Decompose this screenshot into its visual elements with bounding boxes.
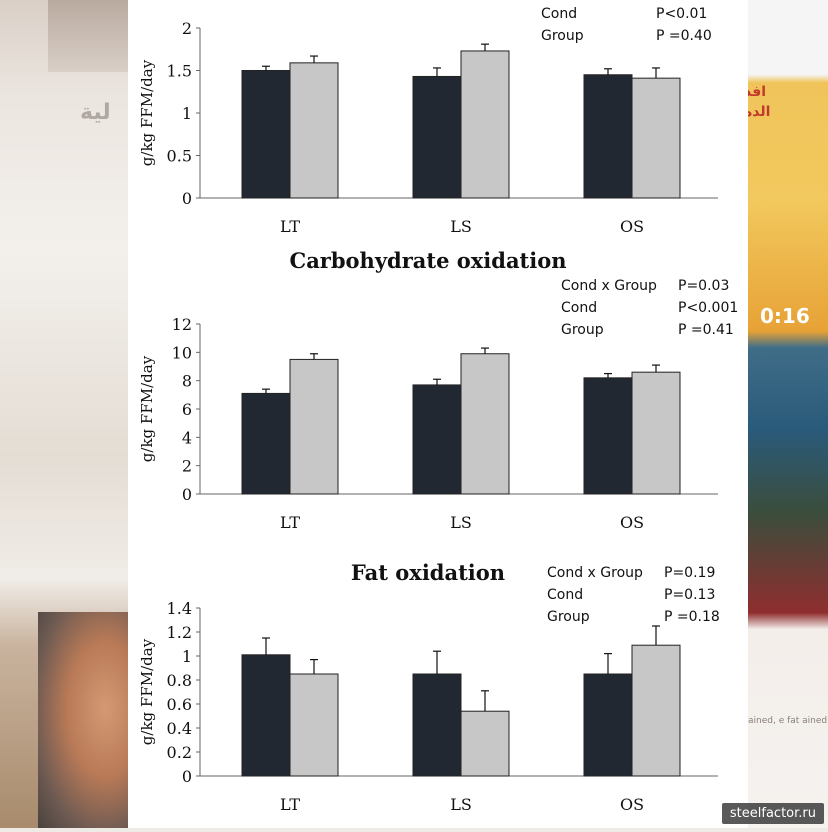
y-tick-label: 10: [172, 343, 192, 362]
x-tick-label: LT: [280, 217, 300, 236]
y-axis-label: g/kg FFM/day: [138, 355, 156, 462]
x-tick-label: LT: [280, 513, 300, 532]
bar: [289, 673, 339, 777]
stats-label: Cond: [541, 6, 577, 22]
chart-title: Fat oxidation: [351, 560, 505, 585]
bar: [460, 50, 510, 199]
bar: [460, 710, 510, 777]
bar: [412, 673, 462, 777]
y-tick-label: 6: [182, 400, 192, 419]
y-tick-label: 0.4: [167, 719, 192, 738]
stats-label: Group: [561, 322, 604, 338]
bar: [631, 371, 681, 495]
y-tick-label: 0: [182, 767, 192, 786]
video-timestamp: 0:16: [760, 304, 810, 328]
bar: [583, 74, 633, 199]
y-tick-label: 8: [182, 372, 192, 391]
watermark-badge: steelfactor.ru: [721, 803, 824, 824]
stats-label: Group: [547, 609, 590, 625]
background-arabic-text-left: لية: [80, 100, 111, 125]
stats-label: Cond x Group: [561, 278, 657, 294]
bar: [460, 353, 510, 495]
stats-value: P=0.19: [664, 565, 715, 581]
bar: [631, 644, 681, 777]
y-tick-label: 12: [172, 315, 192, 334]
x-tick-label: OS: [620, 513, 644, 532]
stats-value: P<0.001: [678, 300, 738, 316]
stats-value: P<0.01: [656, 6, 707, 22]
bar: [583, 377, 633, 495]
background-video-right: [740, 0, 828, 828]
stats-value: P =0.40: [656, 28, 712, 44]
y-tick-label: 1: [182, 647, 192, 666]
x-tick-label: LT: [280, 795, 300, 814]
stats-value: P =0.41: [678, 322, 734, 338]
background-arabic-text-right: افد الده: [744, 84, 771, 120]
bar: [241, 654, 291, 777]
y-tick-label: 2: [182, 457, 192, 476]
bar: [583, 673, 633, 777]
chart-title: Carbohydrate oxidation: [289, 248, 566, 273]
x-tick-label: OS: [620, 217, 644, 236]
stats-label: Cond x Group: [547, 565, 643, 581]
y-tick-label: 1.4: [167, 599, 192, 618]
stats-label: Group: [541, 28, 584, 44]
y-tick-label: 1.2: [167, 623, 192, 642]
charts-figure: 0 0.5 1 1.5 2 g/kg FFM/day LT LS OS Cond x Group P…: [138, 6, 738, 814]
stats-value: P=0.13: [664, 587, 715, 603]
bar: [241, 70, 291, 199]
bar: [412, 75, 462, 199]
bar: [241, 392, 291, 495]
y-tick-label: 0.6: [167, 695, 192, 714]
stats-label: Cond: [547, 587, 583, 603]
y-tick-label: 0: [182, 485, 192, 504]
chart-document: 0 0.5 1 1.5 2 g/kg FFM/day LT LS OS Cond x Group P…: [128, 0, 748, 828]
x-tick-label: LS: [450, 795, 472, 814]
bar: [631, 77, 681, 199]
stats-value: P =0.18: [664, 609, 720, 625]
x-tick-label: LS: [450, 513, 472, 532]
bar: [289, 62, 339, 199]
y-tick-label: 0.8: [167, 671, 192, 690]
y-axis-label: g/kg FFM/day: [138, 638, 156, 745]
background-caption-fragment: ained, e fat ained: [748, 716, 828, 726]
x-tick-label: OS: [620, 795, 644, 814]
y-tick-label: 4: [182, 428, 192, 447]
y-tick-label: 0.2: [167, 743, 192, 762]
y-axis-label: g/kg FFM/day: [138, 59, 156, 166]
y-tick-label: 0.5: [167, 147, 192, 166]
stats-label: Cond: [561, 300, 597, 316]
stats-value: P=0.03: [678, 278, 729, 294]
y-tick-label: 2: [182, 19, 192, 38]
bar: [289, 358, 339, 495]
y-tick-label: 1: [182, 104, 192, 123]
bar: [412, 384, 462, 495]
y-tick-label: 0: [182, 189, 192, 208]
x-tick-label: LS: [450, 217, 472, 236]
y-tick-label: 1.5: [167, 62, 192, 81]
